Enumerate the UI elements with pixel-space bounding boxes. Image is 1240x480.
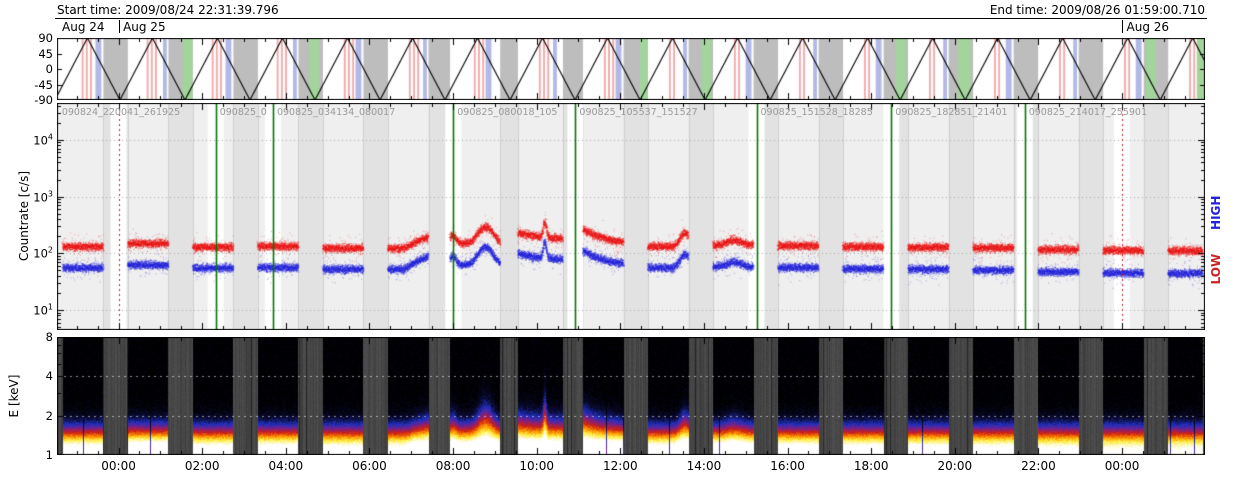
time-tick-label: 02:00 — [184, 459, 220, 473]
start-time-label: Start time: 2009/08/24 22:31:39.796 — [57, 3, 279, 17]
low-band-label: LOW — [1209, 253, 1223, 285]
time-tick-label: 12:00 — [603, 459, 638, 473]
date-label: Aug 24 — [62, 20, 105, 34]
date-label: Aug 25 — [123, 20, 166, 34]
end-time-label: End time: 2009/08/26 01:59:00.710 — [989, 3, 1205, 17]
time-tick-label: 00:00 — [101, 459, 136, 473]
time-tick-label: 00:00 — [1104, 459, 1140, 473]
date-label: Aug 26 — [1126, 20, 1170, 34]
time-tick-label: 22:00 — [1021, 459, 1056, 473]
interval-file-label: 090825_105537_151527 — [579, 107, 698, 118]
energy-tick-label: 2 — [45, 408, 53, 423]
countrate-tick-label: 103 — [33, 189, 53, 205]
time-tick-label: 06:00 — [352, 459, 387, 473]
interval-file-label: 090825_0 — [219, 107, 267, 118]
spectrogram-panel-canvas — [57, 337, 1205, 455]
countrate-tick-label: 101 — [33, 302, 53, 318]
countrate-panel-canvas — [57, 103, 1205, 330]
interval-file-label: 090824_220041_261925 — [61, 107, 181, 118]
countrate-tick-label: 104 — [33, 132, 53, 148]
time-tick-label: 18:00 — [853, 459, 889, 473]
countrate-tick-label: 102 — [33, 245, 53, 261]
energy-tick-label: 8 — [45, 330, 53, 344]
energy-band-legend: LOW HIGH — [1209, 160, 1223, 320]
time-tick-label: 14:00 — [686, 459, 722, 473]
angle-tick-label: -45 — [34, 77, 53, 92]
time-tick-label: 04:00 — [268, 459, 304, 473]
energy-tick-label: 1 — [45, 448, 53, 462]
countrate-axis-title: Countrate [c/s] — [17, 170, 31, 262]
orbit-panel-canvas — [57, 38, 1205, 100]
interval-file-label: 090825_151528_18285 — [760, 107, 873, 118]
energy-tick-label: 4 — [45, 369, 53, 384]
angle-tick-label: 90 — [38, 31, 53, 45]
angle-tick-label: 45 — [38, 46, 53, 61]
interval-file-label: 090825_080018_105 — [457, 107, 558, 118]
interval-file-label: 090825_214017_255901 — [1028, 107, 1147, 118]
interval-file-label: 090825_034134_080017 — [276, 107, 396, 118]
time-tick-label: 10:00 — [519, 459, 554, 473]
energy-axis-title: E [keV] — [7, 374, 21, 418]
header-rule — [55, 18, 1207, 19]
time-tick-label: 08:00 — [435, 459, 471, 473]
time-tick-label: 20:00 — [937, 459, 973, 473]
day-boundary-tick — [118, 20, 120, 33]
angle-tick-label: -90 — [34, 93, 53, 107]
high-band-label: HIGH — [1209, 195, 1223, 230]
angle-tick-label: 0 — [45, 62, 53, 76]
day-boundary-tick — [1122, 20, 1124, 33]
interval-file-label: 090825_182851_21401 — [895, 107, 1008, 118]
time-tick-label: 16:00 — [770, 459, 805, 473]
